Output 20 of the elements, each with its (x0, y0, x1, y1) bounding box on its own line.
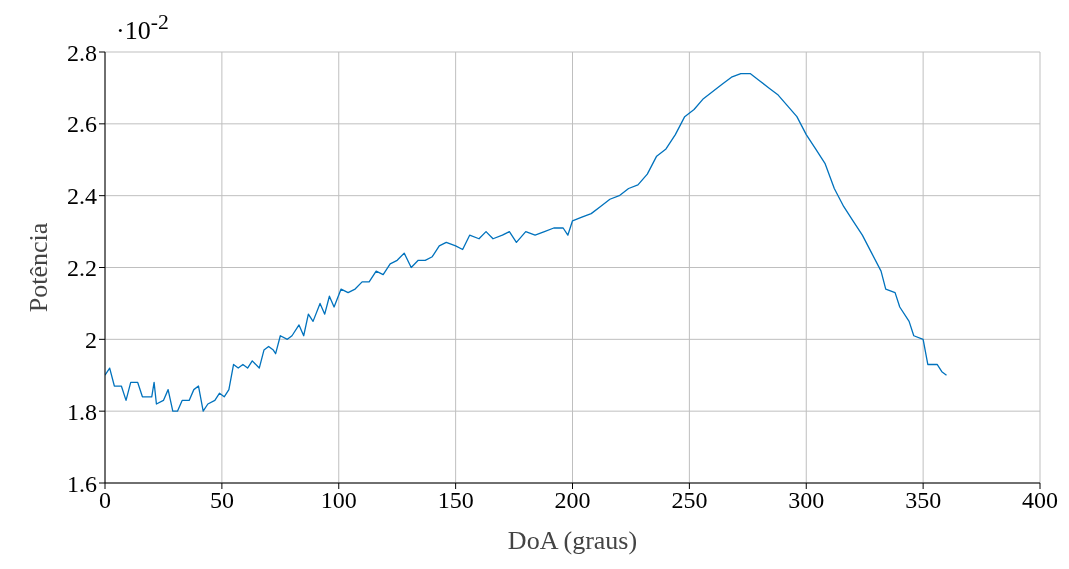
y-tick-label: 1.8 (67, 398, 97, 425)
x-tick-label: 300 (788, 487, 825, 514)
x-tick-label: 150 (437, 487, 474, 514)
x-axis-title: DoA (graus) (507, 526, 638, 555)
y-tick-label: 2.4 (67, 183, 97, 210)
x-tick-label: 0 (99, 487, 111, 514)
line-series (105, 72, 948, 412)
x-tick-label: 400 (1022, 487, 1058, 514)
x-tick-label: 200 (554, 487, 591, 514)
y-tick-label: 2.2 (67, 255, 97, 282)
x-tick-label: 250 (671, 487, 708, 514)
y-tick-label: 2.8 (67, 39, 97, 66)
x-tick-label: 100 (320, 487, 357, 514)
y-axis-title: Potência (24, 222, 54, 313)
x-tick-label: 350 (905, 487, 942, 514)
text: ·10$^{-2}$ (116, 10, 169, 46)
y-tick-label: 2 (85, 326, 97, 353)
y-tick-label: 2.6 (67, 111, 97, 138)
x-tick-label: 50 (209, 487, 234, 514)
y-tick-label: 1.6 (67, 470, 97, 497)
